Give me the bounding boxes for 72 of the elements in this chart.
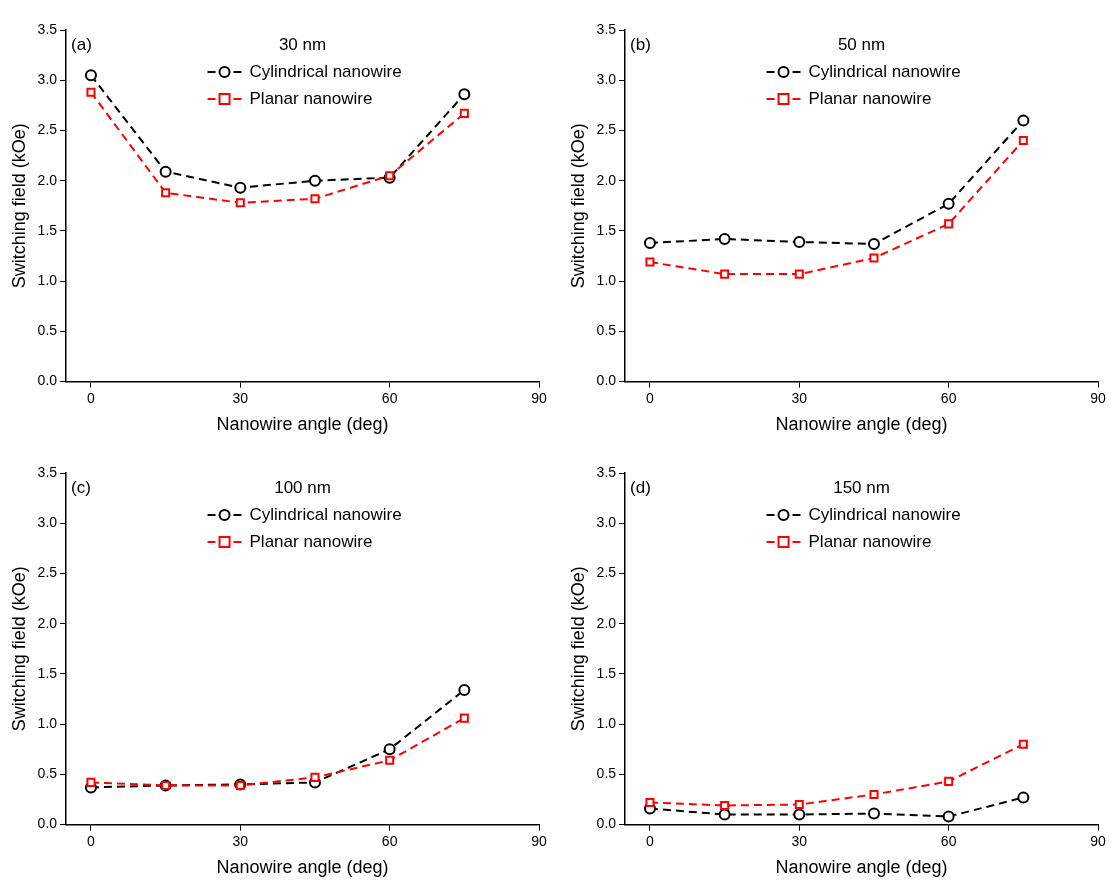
y-tick-label: 0.5 (596, 322, 617, 339)
y-tick-label: 3.0 (596, 71, 617, 88)
y-tick-label: 3.0 (37, 514, 58, 531)
chart-title: 100 nm (274, 477, 331, 497)
annotation: (d) (630, 477, 651, 497)
annotation: (b) (630, 34, 651, 54)
y-tick-label: 0.0 (37, 815, 58, 832)
y-tick-label: 0.0 (596, 815, 617, 832)
x-axis-title: Nanowire angle (deg) (216, 857, 389, 878)
x-tick-label: 0 (646, 389, 655, 406)
x-tick-label: 30 (232, 389, 249, 406)
x-tick-label: 60 (381, 832, 398, 849)
y-tick-label: 1.0 (37, 272, 58, 288)
chart-title: 30 nm (278, 34, 327, 54)
annotation: (c) (71, 477, 91, 497)
legend-label: Cylindrical nanowire (808, 61, 961, 81)
x-tick-label: 30 (791, 832, 808, 849)
chart-title: 50 nm (837, 34, 886, 54)
x-axis-title: Nanowire angle (deg) (775, 857, 948, 878)
y-tick-label: 1.5 (596, 664, 617, 681)
x-tick-label: 0 (646, 832, 655, 849)
y-tick-label: 3.5 (596, 463, 617, 480)
x-tick-label: 90 (1090, 389, 1106, 406)
y-tick-label: 1.0 (37, 715, 58, 731)
y-tick-label: 2.0 (37, 171, 58, 188)
y-tick-label: 2.0 (596, 171, 617, 188)
x-tick-label: 30 (791, 389, 808, 406)
x-axis-title: Nanowire angle (deg) (775, 414, 948, 435)
y-axis-title: Switching field (kOe) (567, 123, 588, 289)
x-tick-label: 90 (531, 389, 547, 406)
x-tick-label: 60 (940, 389, 957, 406)
legend-label: Cylindrical nanowire (808, 504, 961, 524)
x-tick-label: 60 (940, 832, 957, 849)
y-axis-title: Switching field (kOe) (8, 566, 29, 732)
chart-title: 150 nm (833, 477, 890, 497)
annotation: (a) (71, 34, 92, 54)
y-tick-label: 2.5 (37, 564, 58, 581)
y-tick-label: 0.0 (37, 372, 58, 389)
y-tick-label: 3.5 (37, 20, 58, 37)
y-tick-label: 3.0 (37, 71, 58, 88)
y-tick-label: 2.0 (37, 614, 58, 631)
y-tick-label: 3.0 (596, 514, 617, 531)
y-tick-label: 2.0 (596, 614, 617, 631)
y-axis-title: Switching field (kOe) (8, 123, 29, 289)
y-tick-label: 1.5 (596, 221, 617, 238)
x-tick-label: 60 (381, 389, 398, 406)
x-tick-label: 0 (87, 389, 96, 406)
legend-label: Planar nanowire (249, 88, 373, 108)
legend-label: Planar nanowire (808, 88, 932, 108)
y-tick-label: 1.5 (37, 664, 58, 681)
y-tick-label: 3.5 (37, 463, 58, 480)
legend-label: Planar nanowire (808, 531, 932, 551)
y-tick-label: 2.5 (596, 564, 617, 581)
y-tick-label: 0.5 (596, 765, 617, 782)
y-tick-label: 2.5 (37, 121, 58, 138)
y-tick-label: 1.0 (596, 272, 617, 288)
legend-label: Cylindrical nanowire (249, 504, 402, 524)
y-tick-label: 1.0 (596, 715, 617, 731)
x-axis-title: Nanowire angle (deg) (216, 414, 389, 435)
y-tick-label: 3.5 (596, 20, 617, 37)
legend-label: Cylindrical nanowire (249, 61, 402, 81)
y-tick-label: 2.5 (596, 121, 617, 138)
x-tick-label: 30 (232, 832, 249, 849)
y-tick-label: 0.5 (37, 765, 58, 782)
legend-label: Planar nanowire (249, 531, 373, 551)
y-tick-label: 1.5 (37, 221, 58, 238)
x-tick-label: 0 (87, 832, 96, 849)
x-tick-label: 90 (1090, 832, 1106, 849)
y-tick-label: 0.5 (37, 322, 58, 339)
y-tick-label: 0.0 (596, 372, 617, 389)
y-axis-title: Switching field (kOe) (567, 566, 588, 732)
x-tick-label: 90 (531, 832, 547, 849)
